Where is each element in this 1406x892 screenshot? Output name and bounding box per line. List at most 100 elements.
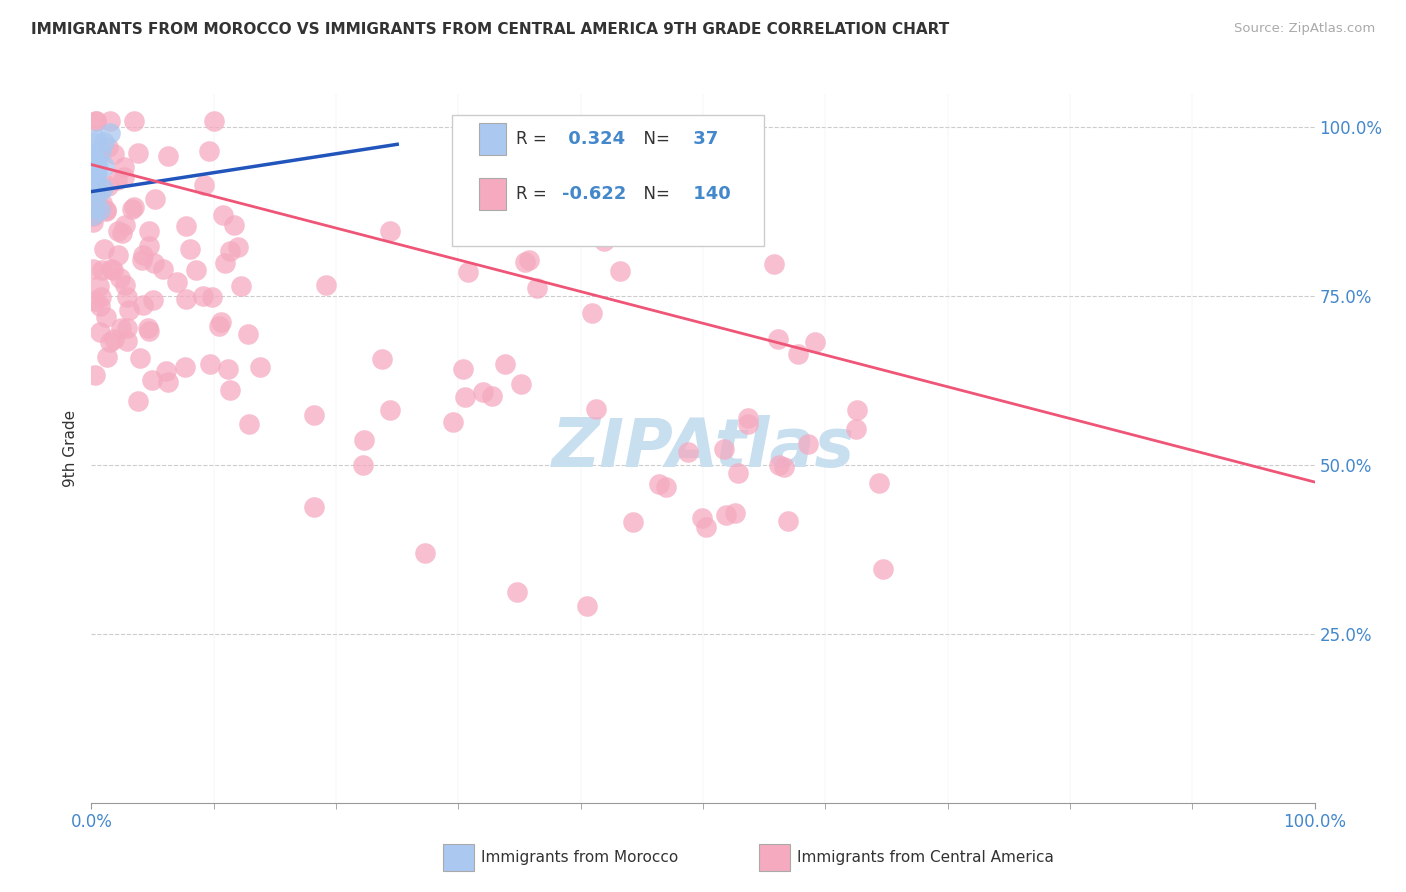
Point (506, 585, 529, 599)
Point (96, 310, 118, 325)
Point (83, 293, 105, 308)
Point (84, 176, 107, 190)
Point (174, 360, 197, 375)
Point (786, 347, 808, 361)
Point (115, 334, 138, 349)
Point (238, 326, 260, 341)
Point (103, 332, 125, 346)
Point (127, 145, 149, 160)
Point (494, 357, 516, 371)
Point (380, 402, 402, 417)
Point (517, 252, 540, 267)
Point (83, 170, 105, 185)
Point (84, 153, 107, 167)
Text: N=: N= (633, 130, 675, 148)
Point (83, 136, 105, 150)
Point (83, 174, 105, 188)
Point (219, 383, 242, 397)
Point (592, 234, 614, 248)
Text: 140: 140 (688, 185, 731, 202)
Point (315, 277, 337, 292)
Text: -0.622: -0.622 (562, 185, 627, 202)
Point (378, 224, 401, 238)
Point (371, 351, 394, 366)
Point (690, 510, 713, 524)
Point (155, 364, 177, 378)
Point (585, 401, 607, 416)
Point (111, 226, 134, 240)
Point (82, 262, 104, 277)
Point (82, 169, 104, 184)
Point (457, 265, 479, 279)
Point (96, 350, 118, 364)
Point (90, 144, 112, 158)
Text: Immigrants from Morocco: Immigrants from Morocco (481, 850, 678, 864)
Point (176, 293, 198, 307)
Point (94, 204, 117, 219)
Point (197, 144, 219, 158)
Point (481, 389, 503, 403)
Point (353, 433, 375, 447)
Point (772, 459, 794, 474)
Point (127, 393, 149, 408)
Text: Source: ZipAtlas.com: Source: ZipAtlas.com (1234, 22, 1375, 36)
Text: ZIPAtlas: ZIPAtlas (551, 416, 855, 481)
Point (845, 403, 868, 417)
Text: N=: N= (633, 185, 675, 202)
Point (179, 242, 201, 256)
Point (304, 500, 326, 514)
Point (191, 289, 214, 303)
Point (797, 437, 820, 451)
Point (472, 385, 495, 400)
Point (575, 599, 598, 614)
Point (80, 173, 103, 187)
Point (87, 186, 110, 200)
Point (124, 200, 146, 214)
Point (138, 324, 160, 338)
Point (132, 248, 155, 262)
Point (776, 514, 799, 528)
Point (98, 113, 121, 128)
Point (97, 178, 120, 193)
Point (84, 368, 107, 382)
FancyBboxPatch shape (479, 123, 506, 155)
Point (136, 321, 159, 335)
Point (453, 362, 475, 376)
Point (89, 299, 111, 313)
Text: Immigrants from Central America: Immigrants from Central America (797, 850, 1054, 864)
Point (727, 467, 749, 481)
Point (112, 160, 135, 174)
FancyBboxPatch shape (453, 115, 765, 246)
Point (82, 174, 104, 188)
Point (198, 357, 221, 371)
Point (107, 248, 129, 262)
Point (222, 218, 245, 232)
Point (131, 253, 153, 268)
Point (513, 255, 536, 269)
Point (89, 325, 111, 339)
Point (208, 318, 231, 333)
Point (678, 444, 700, 458)
Point (84, 201, 107, 215)
Point (142, 293, 165, 308)
Y-axis label: 9th Grade: 9th Grade (62, 409, 77, 487)
Point (86, 113, 108, 128)
Point (217, 361, 239, 376)
Point (201, 290, 224, 304)
Point (83, 208, 105, 222)
Point (82, 207, 104, 221)
Point (112, 169, 135, 184)
Point (141, 373, 163, 387)
Point (128, 351, 150, 365)
Point (80, 186, 103, 201)
Point (122, 113, 145, 128)
Point (84, 174, 107, 188)
Point (114, 278, 136, 293)
Text: 37: 37 (688, 130, 718, 148)
Point (84, 156, 107, 170)
Point (457, 170, 479, 185)
Point (97, 140, 120, 154)
Point (218, 244, 240, 259)
Point (90, 290, 112, 304)
Point (872, 562, 894, 576)
